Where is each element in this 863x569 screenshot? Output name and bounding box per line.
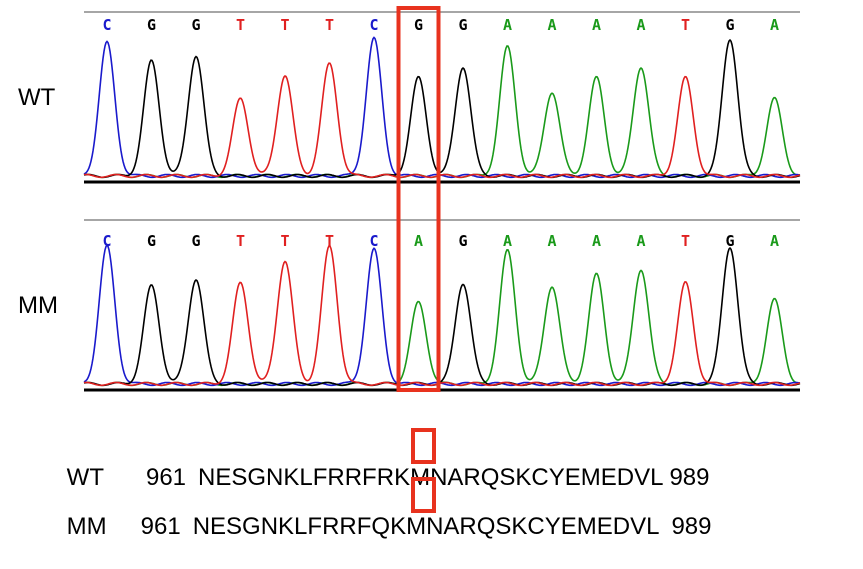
trace-G: [83, 38, 801, 179]
base-call-11: A: [547, 232, 556, 250]
base-call-7: C: [369, 16, 378, 34]
base-call-12: A: [592, 232, 601, 250]
protein-after-wt: KMNARQSKCYEMEDVL: [394, 464, 664, 491]
variant-highlight-box-mm: [411, 477, 436, 513]
base-call-4: T: [236, 16, 245, 34]
protein-variant-mm: Q: [371, 513, 391, 540]
base-call-5: T: [280, 232, 289, 250]
protein-start-mm: 961: [140, 513, 181, 540]
base-call-10: A: [503, 16, 512, 34]
base-call-3: G: [191, 232, 200, 250]
base-call-10: A: [503, 232, 512, 250]
track-label-wt: WT: [18, 84, 56, 111]
protein-label-wt: WT: [66, 464, 104, 491]
protein-before-mm: NESGNKLFRRF: [192, 513, 372, 540]
base-call-7: C: [369, 232, 378, 250]
base-call-6: T: [325, 16, 334, 34]
protein-line-wt: WT 961 NESGNKLFRRFRKMNARQSKCYEMEDVL 989: [40, 436, 710, 520]
base-call-12: A: [592, 16, 601, 34]
base-call-2: G: [147, 232, 156, 250]
protein-before-wt: NESGNKLFRRF: [198, 464, 377, 491]
base-call-1: C: [102, 16, 111, 34]
protein-after-mm: KMNARQSKCYEMEDVL: [390, 513, 660, 540]
base-call-8: G: [414, 16, 423, 34]
base-call-14: T: [681, 16, 690, 34]
chromatogram-svg: C G G T T T C G G A A A A T G A C G G T T T C A G A A A A T G A: [83, 6, 801, 392]
base-call-1: C: [102, 232, 111, 250]
protein-end-mm: 989: [671, 513, 712, 540]
base-call-13: A: [636, 232, 645, 250]
base-call-11: A: [547, 16, 556, 34]
base-call-5: T: [280, 16, 289, 34]
protein-line-mm: MM 961 NESGNKLFRRFQKMNARQSKCYEMEDVL 989: [40, 485, 712, 569]
trace-G: [83, 246, 801, 387]
protein-end-wt: 989: [669, 464, 710, 491]
base-call-8: A: [414, 232, 423, 250]
base-call-9: G: [458, 232, 467, 250]
sanger-chromatogram-figure: C G G T T T C G G A A A A T G A C G G T T T C A G A A A A T G A WT MM W…: [18, 6, 801, 540]
trace-T: [83, 244, 801, 387]
base-call-3: G: [191, 16, 200, 34]
trace-T: [83, 62, 801, 179]
base-call-16: A: [770, 232, 779, 250]
base-call-9: G: [458, 16, 467, 34]
track-label-mm: MM: [18, 292, 58, 319]
protein-variant-wt: R: [376, 464, 395, 491]
base-call-2: G: [147, 16, 156, 34]
protein-start-wt: 961: [145, 464, 187, 491]
protein-label-mm: MM: [66, 513, 107, 540]
base-call-14: T: [681, 232, 690, 250]
variant-highlight-box: [396, 6, 441, 392]
variant-highlight-box-wt: [411, 428, 436, 464]
base-call-16: A: [770, 16, 779, 34]
base-call-13: A: [636, 16, 645, 34]
base-call-15: G: [725, 232, 734, 250]
base-call-4: T: [236, 232, 245, 250]
base-call-15: G: [725, 16, 734, 34]
base-call-6: T: [325, 232, 334, 250]
